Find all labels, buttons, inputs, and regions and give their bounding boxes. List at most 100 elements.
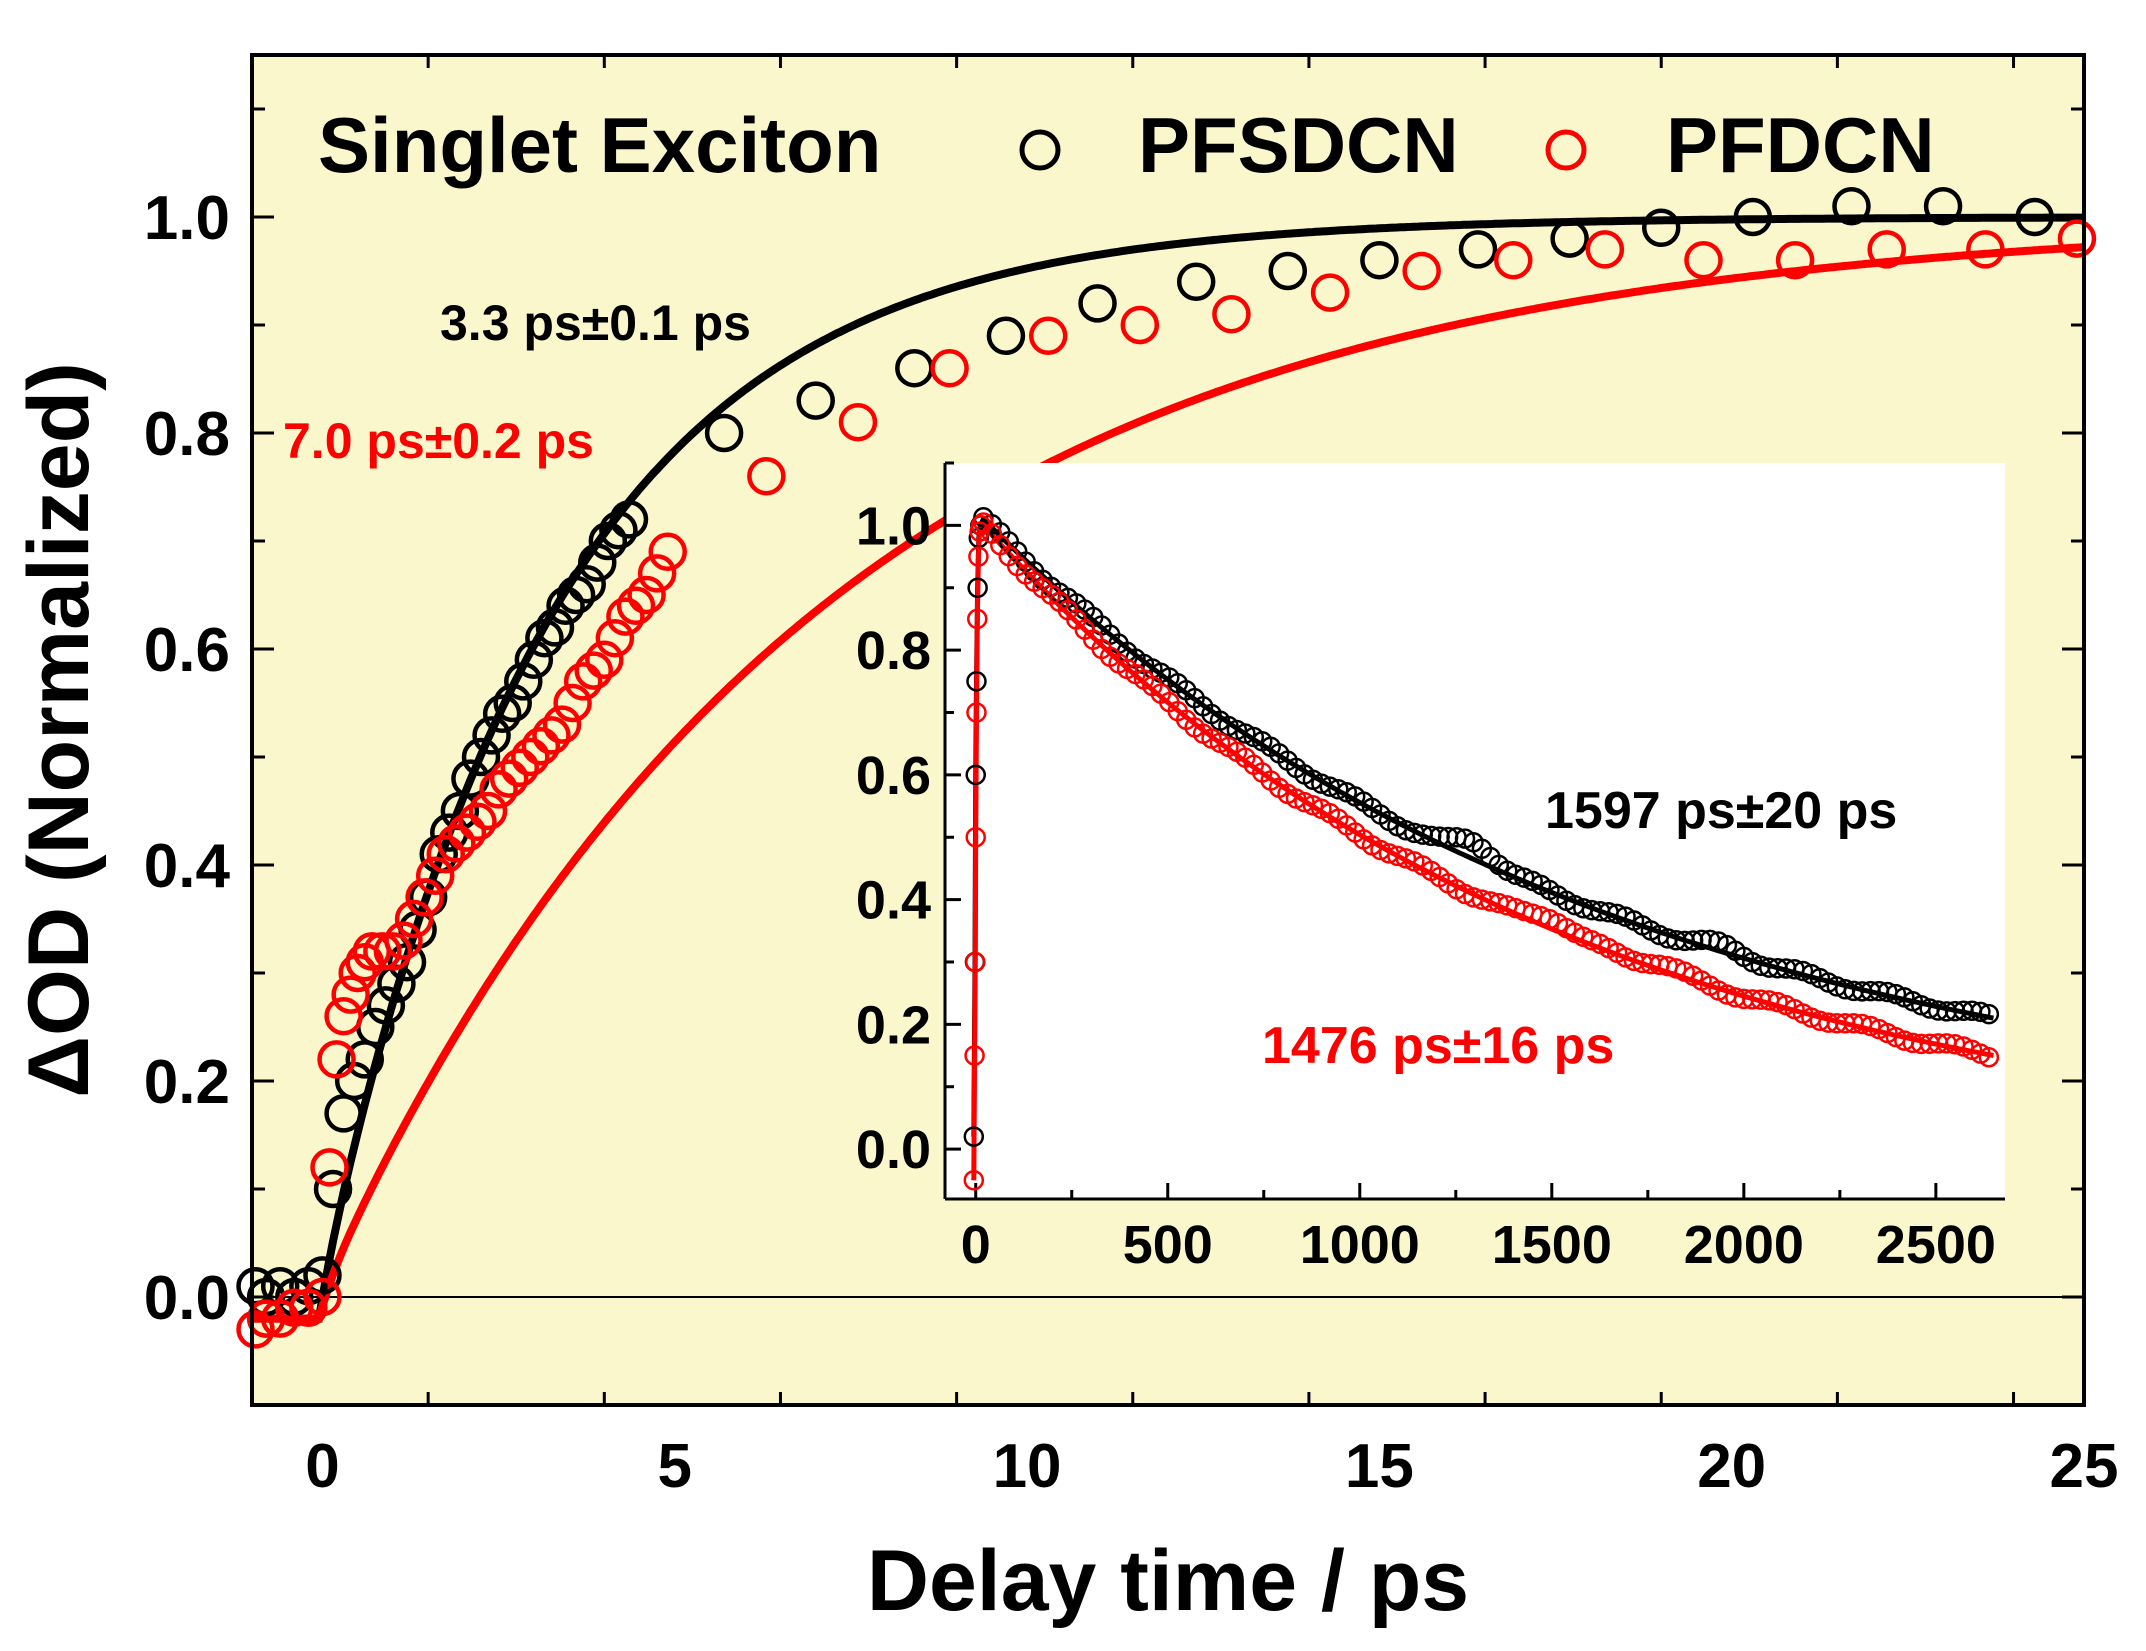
data-point-pfsdcn — [1176, 262, 1216, 302]
inset-y-tick-label: 0.6 — [856, 746, 931, 806]
data-point-pfsdcn — [1923, 186, 1963, 226]
data-point-pfdcn — [384, 921, 423, 960]
data-point-pfdcn — [1028, 316, 1068, 356]
data-point-pfdcn — [511, 737, 550, 777]
data-point-pfdcn — [1684, 240, 1723, 280]
data-point-pfdcn — [532, 716, 571, 755]
data-point-pfdcn — [1310, 273, 1350, 312]
data-point-pfsdcn — [1458, 230, 1498, 269]
data-point-pfsdcn — [461, 737, 501, 777]
data-point-pfsdcn — [313, 1169, 353, 1209]
inset-y-tick-label: 1.0 — [856, 496, 931, 556]
data-point-pfdcn — [1867, 230, 1906, 269]
data-point-pfdcn — [1402, 251, 1441, 291]
data-point-pfdcn — [331, 975, 370, 1014]
data-point-pfsdcn — [525, 618, 564, 658]
inset-data-point-pfdcn — [967, 608, 988, 630]
x-tick-label: 5 — [658, 1432, 692, 1501]
x-tick-label: 25 — [2050, 1432, 2119, 1501]
data-point-pfdcn — [2057, 219, 2097, 258]
fit-line-pfsdcn — [252, 213, 2085, 1323]
inset-data-point-pfsdcn — [1792, 960, 1814, 982]
inset-x-tick-label: 500 — [1123, 1215, 1213, 1275]
y-tick-label: 1.0 — [144, 184, 230, 253]
data-point-pfdcn — [1212, 294, 1251, 334]
inset-plot: 0 500 1000 1500 2000 2500 0.0 0.2 0.4 0.6 0.8 1.0 1… — [856, 461, 2005, 1275]
inset-data-points — [963, 506, 2000, 1191]
inset-x-tick-label: 1500 — [1492, 1215, 1612, 1275]
inset-x-tick-label: 2500 — [1876, 1215, 1996, 1275]
inset-data-point-pfsdcn — [1328, 779, 1349, 800]
inset-data-point-pfdcn — [965, 951, 986, 973]
y-tick-label: 0.4 — [144, 832, 231, 901]
data-point-pfdcn — [363, 932, 402, 971]
data-point-pfdcn — [747, 456, 786, 496]
main-plot-frame — [250, 53, 2086, 1407]
inset-x-tick-label: 2000 — [1684, 1215, 1804, 1275]
inset-x-tick-label: 1000 — [1300, 1215, 1420, 1275]
data-point-pfdcn — [236, 1310, 275, 1349]
data-point-pfdcn — [1585, 230, 1625, 269]
inset-data-point-pfsdcn — [965, 764, 986, 786]
main-tick-labels: 0 5 10 15 20 25 0.0 0.2 0.4 0.6 0.8 1.0 — [144, 184, 2119, 1501]
data-point-pfsdcn — [1078, 284, 1117, 323]
inset-data-point-pfdcn — [965, 826, 986, 848]
data-point-pfdcn — [627, 575, 666, 615]
x-tick-label: 20 — [1697, 1432, 1766, 1501]
data-point-pfsdcn — [588, 521, 628, 561]
data-point-pfdcn — [489, 759, 529, 798]
inset-x-tick-label: 0 — [961, 1215, 991, 1275]
data-point-pfsdcn — [303, 1256, 342, 1295]
data-point-pfsdcn — [1733, 197, 1773, 237]
inset-plot-background — [945, 463, 2005, 1199]
data-point-pfsdcn — [514, 640, 554, 680]
data-point-pfdcn — [303, 1277, 342, 1317]
inset-data-point-pfdcn — [1860, 1015, 1881, 1037]
inset-data-point-pfsdcn — [966, 671, 987, 692]
data-point-pfdcn — [447, 813, 487, 852]
inset-data-point-pfsdcn — [967, 577, 988, 598]
data-point-pfdcn — [373, 932, 413, 971]
data-point-pfdcn — [437, 824, 476, 863]
annotation-inset-pfsdcn-tau: 1597 ps±20 ps — [1545, 782, 1897, 840]
x-tick-label: 0 — [305, 1432, 339, 1501]
data-point-pfdcn — [542, 705, 582, 744]
inset-data-point-pfdcn — [1767, 991, 1788, 1013]
inset-data-point-pfdcn — [1978, 1046, 2000, 1068]
x-tick-label: 10 — [993, 1432, 1062, 1501]
data-point-pfsdcn — [504, 662, 543, 701]
data-point-pfdcn — [479, 770, 518, 809]
x-tick-label: 15 — [1345, 1432, 1414, 1501]
data-point-pfdcn — [500, 748, 540, 788]
data-point-pfsdcn — [2015, 197, 2054, 237]
y-tick-label: 0.0 — [144, 1264, 230, 1333]
data-point-pfdcn — [838, 402, 878, 442]
data-point-pfdcn — [563, 662, 603, 701]
data-point-pfdcn — [648, 532, 687, 572]
data-point-pfdcn — [553, 683, 592, 723]
data-point-pfsdcn — [704, 413, 744, 453]
data-point-pfdcn — [521, 726, 561, 766]
inset-data-point-pfsdcn — [1606, 903, 1628, 925]
data-point-pfsdcn — [599, 510, 638, 550]
data-point-pfsdcn — [986, 316, 1026, 356]
inset-y-tick-label: 0.8 — [856, 621, 931, 681]
data-point-pfdcn — [1120, 305, 1160, 345]
annotation-inset-pfdcn-tau: 1476 ps±16 ps — [1262, 1017, 1614, 1075]
data-point-pfdcn — [595, 618, 635, 658]
annotation-pfdcn-tau: 7.0 ps±0.2 ps — [283, 413, 594, 469]
legend-label-pfsdcn: PFSDCN — [1138, 101, 1459, 189]
data-point-pfsdcn — [472, 716, 511, 755]
data-point-pfsdcn — [546, 586, 585, 626]
data-point-pfdcn — [1966, 230, 2005, 269]
inset-data-point-pfdcn — [966, 702, 987, 723]
data-point-pfsdcn — [1832, 186, 1871, 226]
data-point-pfsdcn — [366, 986, 406, 1025]
data-point-pfdcn — [415, 856, 455, 896]
y-tick-label: 0.8 — [144, 400, 230, 469]
fit-line-pfdcn — [252, 243, 2085, 1323]
inset-data-point-pfdcn — [1294, 791, 1315, 813]
legend-marker-pfdcn — [1545, 129, 1587, 171]
data-point-pfdcn — [585, 640, 624, 680]
